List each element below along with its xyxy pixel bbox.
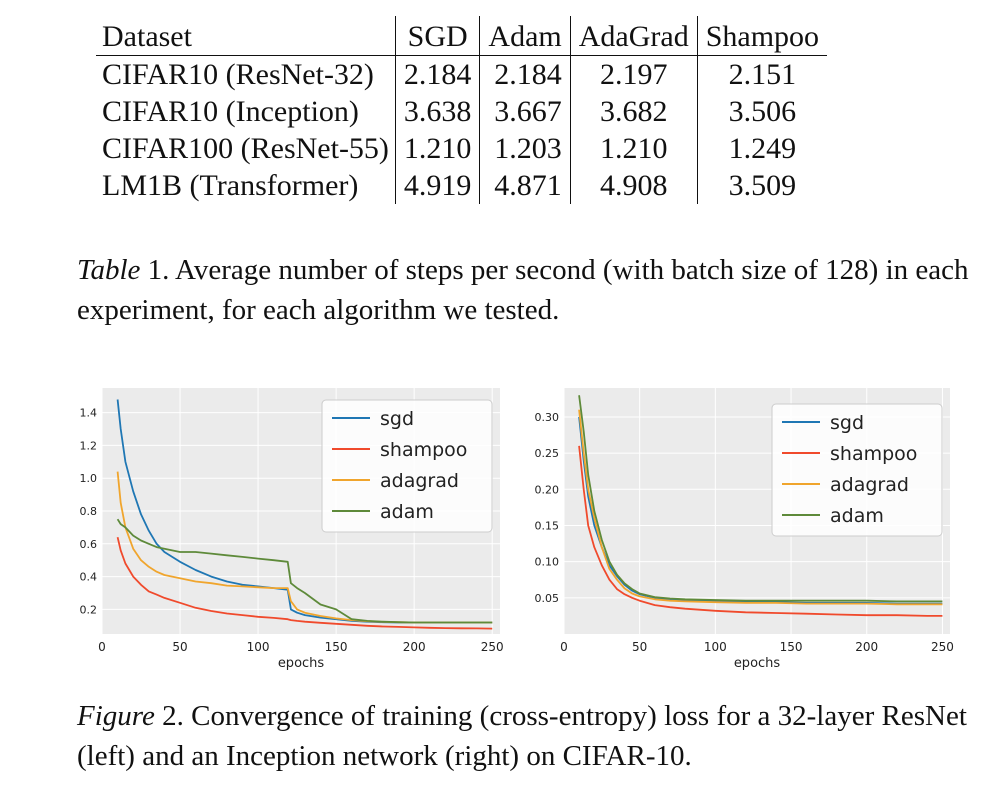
x-tick-label: 100 [704, 640, 727, 654]
table-cell: 1.249 [696, 130, 828, 167]
y-tick-label: 0.8 [80, 505, 98, 518]
table-cell: 2.184 [479, 55, 571, 93]
table-row: CIFAR10 (Inception) 3.638 3.667 3.682 3.… [96, 93, 828, 130]
table-caption-number: 1. [140, 254, 170, 286]
x-tick-label: 200 [403, 640, 426, 654]
x-axis-label: epochs [278, 656, 325, 671]
y-tick-label: 0.05 [535, 592, 560, 605]
legend-label-adam: adam [380, 501, 434, 523]
table-cell: 2.197 [569, 55, 698, 93]
x-tick-label: 250 [931, 640, 954, 654]
table-cell: 3.509 [696, 167, 828, 204]
y-tick-label: 1.4 [80, 407, 98, 420]
x-tick-label: 50 [172, 640, 187, 654]
y-tick-label: 0.20 [535, 483, 560, 496]
x-tick-label: 250 [481, 640, 504, 654]
table-header-cell: Adam [479, 16, 571, 56]
table-cell: 4.908 [569, 167, 698, 204]
y-tick-label: 0.6 [80, 538, 98, 551]
table-cell: 2.151 [696, 55, 828, 93]
series-line-shampoo [578, 445, 943, 617]
y-tick-label: 0.4 [80, 571, 98, 584]
table-cell: LM1B (Transformer) [102, 169, 359, 202]
legend: sgd shampoo adagrad adam [771, 403, 943, 537]
x-tick-label: 0 [560, 640, 568, 654]
legend-label-sgd: sgd [830, 412, 864, 434]
legend-label-adam: adam [830, 505, 884, 527]
y-tick-label: 1.0 [80, 472, 98, 485]
table-cell: 3.638 [394, 93, 480, 130]
x-tick-label: 100 [247, 640, 270, 654]
series-line-adam [578, 395, 943, 603]
y-tick-label: 0.2 [80, 603, 98, 616]
x-tick-label: 0 [98, 640, 106, 654]
legend-box [771, 403, 943, 537]
figure-caption-text: Convergence of training (cross-entropy) … [77, 700, 967, 772]
table-caption-text: Average number of steps per second (with… [77, 254, 969, 326]
table-cell: 3.506 [696, 93, 828, 130]
x-tick-label: 200 [855, 640, 878, 654]
table-cell: 3.682 [569, 93, 698, 130]
figure-caption: Figure 2. Convergence of training (cross… [77, 696, 977, 776]
table-cell: CIFAR100 (ResNet-55) [102, 132, 389, 165]
table-header-cell: Shampoo [696, 16, 828, 56]
table-cell: 4.919 [394, 167, 480, 204]
table-header-cell: SGD [394, 16, 480, 56]
table-header-cell: AdaGrad [569, 16, 698, 56]
table-cell: 4.871 [479, 167, 571, 204]
table-cell: 3.667 [479, 93, 571, 130]
table-row: CIFAR100 (ResNet-55) 1.210 1.203 1.210 1… [96, 130, 828, 167]
y-tick-label: 0.30 [535, 411, 560, 424]
series-line-adagrad [578, 409, 943, 606]
legend-label-sgd: sgd [380, 408, 414, 430]
figure-caption-label: Figure [77, 700, 155, 732]
loss-chart-inception: 0 50 100 150 200 250 0.05 0.10 0.15 0.20 0.25 0.30 e… [535, 388, 954, 671]
x-tick-label: 150 [325, 640, 348, 654]
series-line-shampoo [116, 536, 493, 630]
table-cell: 1.203 [479, 130, 571, 167]
y-tick-label: 0.15 [535, 519, 560, 532]
x-axis-label: epochs [734, 656, 781, 671]
table-header-cell: Dataset [96, 16, 396, 56]
y-tick-label: 0.10 [535, 556, 560, 569]
legend-box [321, 399, 493, 533]
legend-label-shampoo: shampoo [380, 439, 467, 461]
loss-chart-resnet: 0 50 100 150 200 250 0.2 0.4 0.6 0.8 1.0 1.2 1.4 epoc… [80, 388, 504, 671]
table-cell: 2.184 [394, 55, 480, 93]
legend-label-shampoo: shampoo [830, 443, 917, 465]
table-header-row: Dataset SGD Adam AdaGrad Shampoo [96, 16, 828, 56]
y-tick-label: 1.2 [80, 439, 98, 452]
legend-label-adagrad: adagrad [830, 474, 909, 496]
legend: sgd shampoo adagrad adam [321, 399, 493, 533]
table-cell: 1.210 [394, 130, 480, 167]
table-row: CIFAR10 (ResNet-32) 2.184 2.184 2.197 2.… [96, 55, 828, 93]
table-row: LM1B (Transformer) 4.919 4.871 4.908 3.5… [96, 167, 828, 204]
series-line-adam [116, 518, 493, 624]
x-tick-label: 50 [632, 640, 647, 654]
x-tick-label: 150 [780, 640, 803, 654]
legend-label-adagrad: adagrad [380, 470, 459, 492]
results-table: Dataset SGD Adam AdaGrad Shampoo CIFAR10… [96, 16, 828, 204]
figure-caption-number: 2. [154, 700, 184, 732]
table-caption-label: Table [77, 254, 141, 286]
table-cell: CIFAR10 (Inception) [102, 95, 359, 128]
table-cell: 1.210 [569, 130, 698, 167]
y-tick-label: 0.25 [535, 447, 560, 460]
table-cell: CIFAR10 (ResNet-32) [102, 58, 374, 91]
table-caption: Table 1. Average number of steps per sec… [77, 250, 977, 330]
